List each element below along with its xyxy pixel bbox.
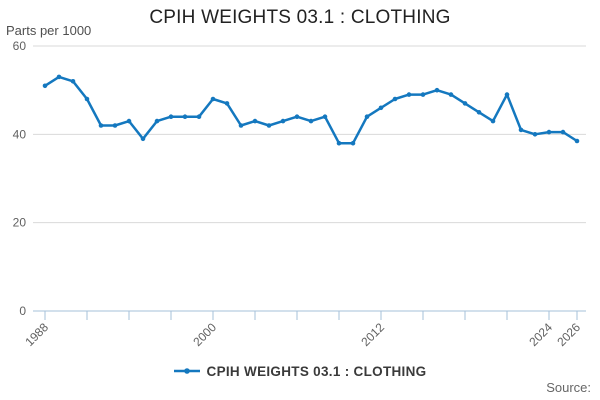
data-point bbox=[154, 118, 160, 124]
data-point bbox=[448, 92, 454, 97]
data-point bbox=[196, 114, 202, 119]
y-tick-label: 0 bbox=[19, 304, 26, 318]
series-line bbox=[43, 75, 579, 145]
data-point bbox=[560, 129, 566, 135]
data-point bbox=[490, 118, 496, 124]
data-point bbox=[350, 140, 356, 146]
data-point bbox=[364, 114, 370, 119]
x-tick-label: 2024 bbox=[526, 320, 555, 349]
data-point bbox=[518, 127, 524, 133]
data-point bbox=[504, 92, 510, 97]
data-point bbox=[140, 136, 146, 142]
data-point bbox=[532, 132, 538, 137]
chart-title: CPIH WEIGHTS 03.1 : CLOTHING bbox=[149, 7, 451, 28]
data-point bbox=[294, 114, 300, 119]
data-point bbox=[462, 101, 468, 106]
data-point bbox=[238, 123, 244, 128]
data-point bbox=[210, 96, 216, 102]
data-point bbox=[182, 114, 188, 119]
data-point bbox=[266, 123, 272, 128]
data-point bbox=[70, 79, 76, 84]
data-point bbox=[252, 118, 258, 124]
chart-svg: 0 20 40 60 1988 2000 2012 2024 2026 bbox=[13, 39, 586, 349]
data-point bbox=[112, 123, 118, 128]
legend-label: CPIH WEIGHTS 03.1 : CLOTHING bbox=[206, 363, 427, 379]
data-point bbox=[98, 123, 104, 128]
legend-line-icon bbox=[173, 368, 200, 374]
y-tick-label: 20 bbox=[13, 216, 27, 230]
data-point bbox=[84, 96, 90, 102]
legend: CPIH WEIGHTS 03.1 : CLOTHING bbox=[0, 363, 600, 379]
data-point bbox=[336, 140, 342, 146]
data-point bbox=[406, 92, 412, 97]
data-point bbox=[42, 83, 48, 89]
y-tick-label: 60 bbox=[13, 39, 27, 53]
data-point bbox=[476, 110, 482, 115]
legend-dot bbox=[183, 368, 190, 374]
data-point bbox=[574, 138, 580, 144]
x-tick-label: 2026 bbox=[554, 320, 583, 349]
data-point bbox=[308, 118, 314, 124]
source-label: Source: bbox=[546, 380, 591, 395]
data-point bbox=[378, 105, 384, 111]
data-point bbox=[126, 118, 132, 124]
data-point bbox=[168, 114, 174, 119]
data-point bbox=[322, 114, 328, 119]
x-tick-label: 2000 bbox=[190, 320, 219, 349]
y-tick-label: 40 bbox=[13, 127, 27, 141]
data-point bbox=[420, 92, 426, 97]
data-point bbox=[224, 101, 230, 106]
x-tick-label: 1988 bbox=[22, 320, 51, 349]
data-point bbox=[392, 96, 398, 102]
x-tick-label: 2012 bbox=[358, 320, 387, 349]
y-axis-unit-label: Parts per 1000 bbox=[6, 23, 92, 38]
data-point bbox=[546, 129, 552, 135]
data-point bbox=[56, 74, 62, 80]
data-point bbox=[434, 87, 440, 93]
data-point bbox=[280, 118, 286, 124]
